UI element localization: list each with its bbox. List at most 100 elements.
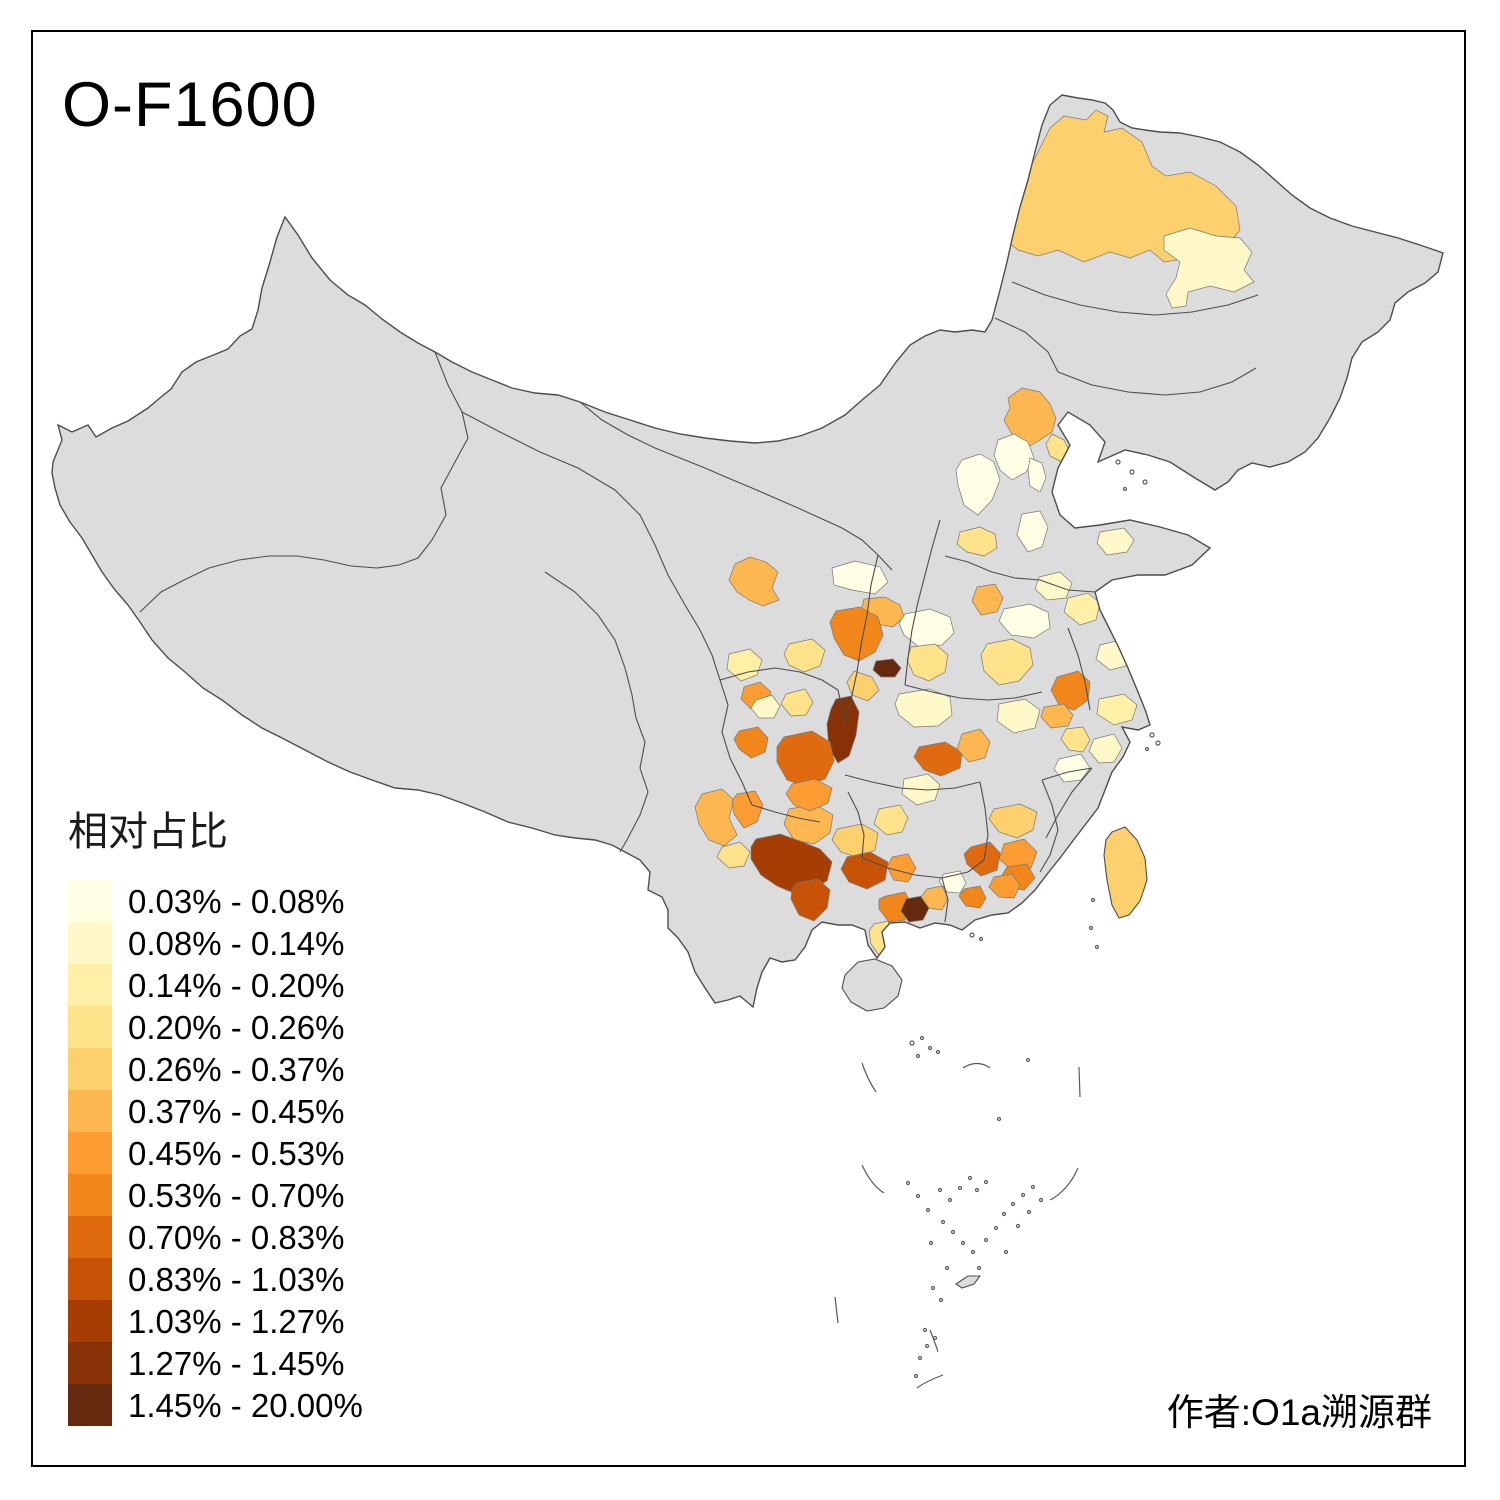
prefecture-region: [726, 648, 763, 682]
legend-item: 0.26% - 0.37%: [68, 1048, 363, 1090]
prefecture-region: [1050, 670, 1091, 711]
prefecture-region: [894, 688, 953, 728]
prefecture-region: [750, 694, 781, 719]
legend-swatch: [68, 1258, 112, 1300]
legend-item: 0.37% - 0.45%: [68, 1090, 363, 1132]
legend-rows: 0.03% - 0.08% 0.08% - 0.14% 0.14% - 0.20…: [68, 880, 363, 1426]
prefecture-region: [873, 804, 909, 836]
legend-item-label: 1.45% - 20.00%: [128, 1386, 363, 1424]
legend-swatch: [68, 1174, 112, 1216]
legend-swatch: [68, 1048, 112, 1090]
prefecture-region: [829, 606, 884, 662]
legend-item: 1.45% - 20.00%: [68, 1384, 363, 1426]
legend-item: 0.83% - 1.03%: [68, 1258, 363, 1300]
prefecture-region: [733, 726, 769, 759]
legend-title: 相对占比: [68, 810, 228, 854]
legend-swatch: [68, 1132, 112, 1174]
province-borders: [139, 281, 1259, 923]
legend-item: 0.45% - 0.53%: [68, 1132, 363, 1174]
legend-swatch: [68, 1300, 112, 1342]
prefecture-region: [920, 885, 949, 911]
prefecture-region: [1063, 592, 1101, 626]
legend-item-label: 0.14% - 0.20%: [128, 966, 345, 1004]
prefecture-region: [938, 870, 967, 894]
prefecture-regions: [694, 109, 1255, 956]
legend-swatch: [68, 1342, 112, 1384]
country-landmass: [52, 95, 1443, 1007]
prefecture-region: [980, 638, 1034, 686]
legend-item-label: 1.03% - 1.27%: [128, 1302, 345, 1340]
prefecture-region: [840, 851, 889, 890]
prefecture-region: [1027, 457, 1047, 493]
prefecture-region: [1096, 693, 1138, 726]
prefecture-region: [998, 603, 1051, 639]
prefecture-region: [1163, 227, 1255, 309]
prefecture-region: [1001, 109, 1241, 269]
legend-item: 1.27% - 1.45%: [68, 1342, 363, 1384]
island: [841, 958, 903, 1012]
prefecture-region: [955, 453, 1001, 516]
legend-item: 0.03% - 0.08%: [68, 880, 363, 922]
legend-item-label: 0.26% - 0.37%: [128, 1050, 345, 1088]
prefecture-region: [956, 728, 991, 763]
legend-item: 0.20% - 0.26%: [68, 1006, 363, 1048]
legend-item-label: 0.45% - 0.53%: [128, 1134, 345, 1172]
island: [955, 1275, 982, 1289]
prefecture-region: [728, 556, 780, 607]
prefecture-region: [1088, 733, 1123, 764]
prefecture-region: [971, 583, 1004, 616]
prefecture-region: [886, 853, 917, 883]
legend-item-label: 0.20% - 0.26%: [128, 1008, 345, 1046]
country-outline: [51, 94, 1444, 1009]
prefecture-region: [1053, 753, 1091, 783]
legend-swatch: [68, 1384, 112, 1426]
prefecture-region: [913, 741, 963, 777]
legend-item: 0.70% - 0.83%: [68, 1216, 363, 1258]
legend-swatch: [68, 880, 112, 922]
prefecture-region: [988, 873, 1021, 899]
prefecture-region: [776, 730, 835, 787]
prefecture-region: [846, 670, 880, 702]
legend-swatch: [68, 1006, 112, 1048]
legend-item-label: 0.08% - 0.14%: [128, 924, 345, 962]
prefecture-region: [780, 688, 814, 717]
legend-item-label: 0.03% - 0.08%: [128, 882, 345, 920]
island: [1103, 826, 1148, 919]
legend-item-label: 0.70% - 0.83%: [128, 1218, 345, 1256]
legend-item: 0.53% - 0.70%: [68, 1174, 363, 1216]
legend-item: 0.08% - 0.14%: [68, 922, 363, 964]
legend-item: 0.14% - 0.20%: [68, 964, 363, 1006]
legend-item-label: 0.37% - 0.45%: [128, 1092, 345, 1130]
map-title: O-F1600: [62, 70, 318, 140]
south-china-sea-marks: [834, 459, 1161, 1389]
prefecture-region: [1034, 571, 1073, 601]
prefecture-region: [831, 560, 889, 595]
prefecture-region: [872, 658, 902, 678]
prefecture-region: [906, 643, 949, 682]
legend-item-label: 0.83% - 1.03%: [128, 1260, 345, 1298]
prefecture-region: [790, 878, 831, 922]
prefecture-region: [956, 526, 998, 557]
prefecture-region: [963, 841, 1001, 877]
legend-swatch: [68, 1090, 112, 1132]
prefecture-region: [996, 698, 1041, 734]
legend-item-label: 1.27% - 1.45%: [128, 1344, 345, 1382]
prefecture-region: [993, 433, 1035, 481]
prefecture-region: [1060, 726, 1091, 753]
prefecture-region: [898, 608, 955, 648]
prefecture-region: [988, 803, 1038, 839]
prefecture-region: [958, 885, 987, 909]
prefecture-region: [785, 778, 833, 812]
legend-item: 1.03% - 1.27%: [68, 1300, 363, 1342]
author-credit: 作者:O1a溯源群: [1166, 1392, 1432, 1433]
legend-swatch: [68, 964, 112, 1006]
prefecture-region: [731, 790, 764, 829]
prefecture-region: [1003, 387, 1057, 448]
prefecture-region: [826, 695, 860, 764]
prefecture-region: [1040, 703, 1074, 729]
legend-swatch: [68, 1216, 112, 1258]
legend: 相对占比 0.03% - 0.08% 0.08% - 0.14% 0.14% -…: [68, 812, 363, 1426]
prefecture-region: [694, 788, 738, 847]
legend-swatch: [68, 922, 112, 964]
